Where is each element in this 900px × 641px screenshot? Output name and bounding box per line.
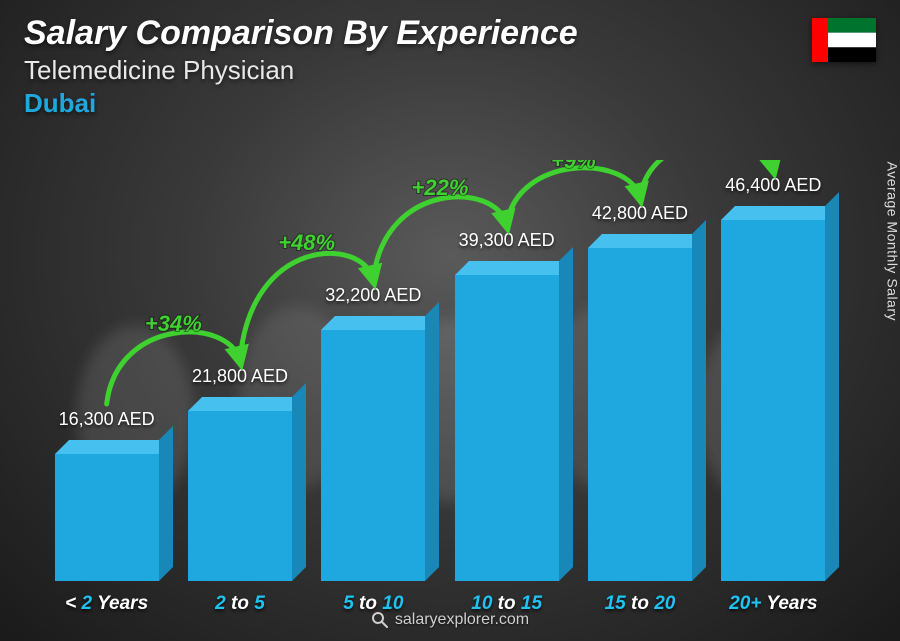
y-axis-label: Average Monthly Salary [884, 161, 900, 320]
chart-title: Salary Comparison By Experience [24, 14, 876, 53]
bar-front [55, 454, 159, 581]
bar-side-face [825, 192, 839, 581]
chart-location: Dubai [24, 88, 876, 119]
bar-value-label: 46,400 AED [693, 175, 853, 196]
bar-side-face [692, 220, 706, 581]
bar [55, 454, 159, 581]
bar-top-face [55, 440, 173, 454]
bar-side-face [159, 426, 173, 581]
bar-value-label: 16,300 AED [27, 409, 187, 430]
bar-slot: 39,300 AED10 to 15 [440, 160, 573, 581]
bar-slot: 21,800 AED2 to 5 [173, 160, 306, 581]
bar-top-face [588, 234, 706, 248]
bar-top-face [455, 261, 573, 275]
chart-subtitle: Telemedicine Physician [24, 55, 876, 86]
bar-side-face [292, 383, 306, 581]
bar-slot: 32,200 AED5 to 10 [307, 160, 440, 581]
uae-flag-icon [812, 18, 876, 62]
bar-value-label: 21,800 AED [160, 366, 320, 387]
bar-slot: 46,400 AED20+ Years [707, 160, 840, 581]
bar [321, 330, 425, 581]
footer-attribution: salaryexplorer.com [0, 611, 900, 629]
flag-hoist [812, 18, 828, 62]
bar [721, 220, 825, 581]
bar [455, 275, 559, 581]
bar-slot: 16,300 AED< 2 Years [40, 160, 173, 581]
bar-top-face [721, 206, 839, 220]
bar-value-label: 32,200 AED [293, 285, 453, 306]
bar-value-label: 39,300 AED [427, 230, 587, 251]
bar-chart: 16,300 AED< 2 Years21,800 AED2 to 532,20… [40, 160, 840, 581]
bar-slot: 42,800 AED15 to 20 [573, 160, 706, 581]
bar-front [455, 275, 559, 581]
footer-text: salaryexplorer.com [395, 611, 529, 628]
bar-side-face [425, 302, 439, 581]
bar-front [188, 411, 292, 581]
bar-front [588, 248, 692, 581]
bar [188, 411, 292, 581]
flag-stripe-2 [828, 33, 876, 48]
bar-top-face [188, 397, 306, 411]
flag-stripe-1 [828, 18, 876, 33]
magnifier-icon [371, 611, 389, 629]
flag-stripe-3 [828, 47, 876, 62]
bar-side-face [559, 247, 573, 581]
bar-front [721, 220, 825, 581]
bar-top-face [321, 316, 439, 330]
header: Salary Comparison By Experience Telemedi… [24, 14, 876, 119]
bar [588, 248, 692, 581]
bar-front [321, 330, 425, 581]
bar-value-label: 42,800 AED [560, 203, 720, 224]
